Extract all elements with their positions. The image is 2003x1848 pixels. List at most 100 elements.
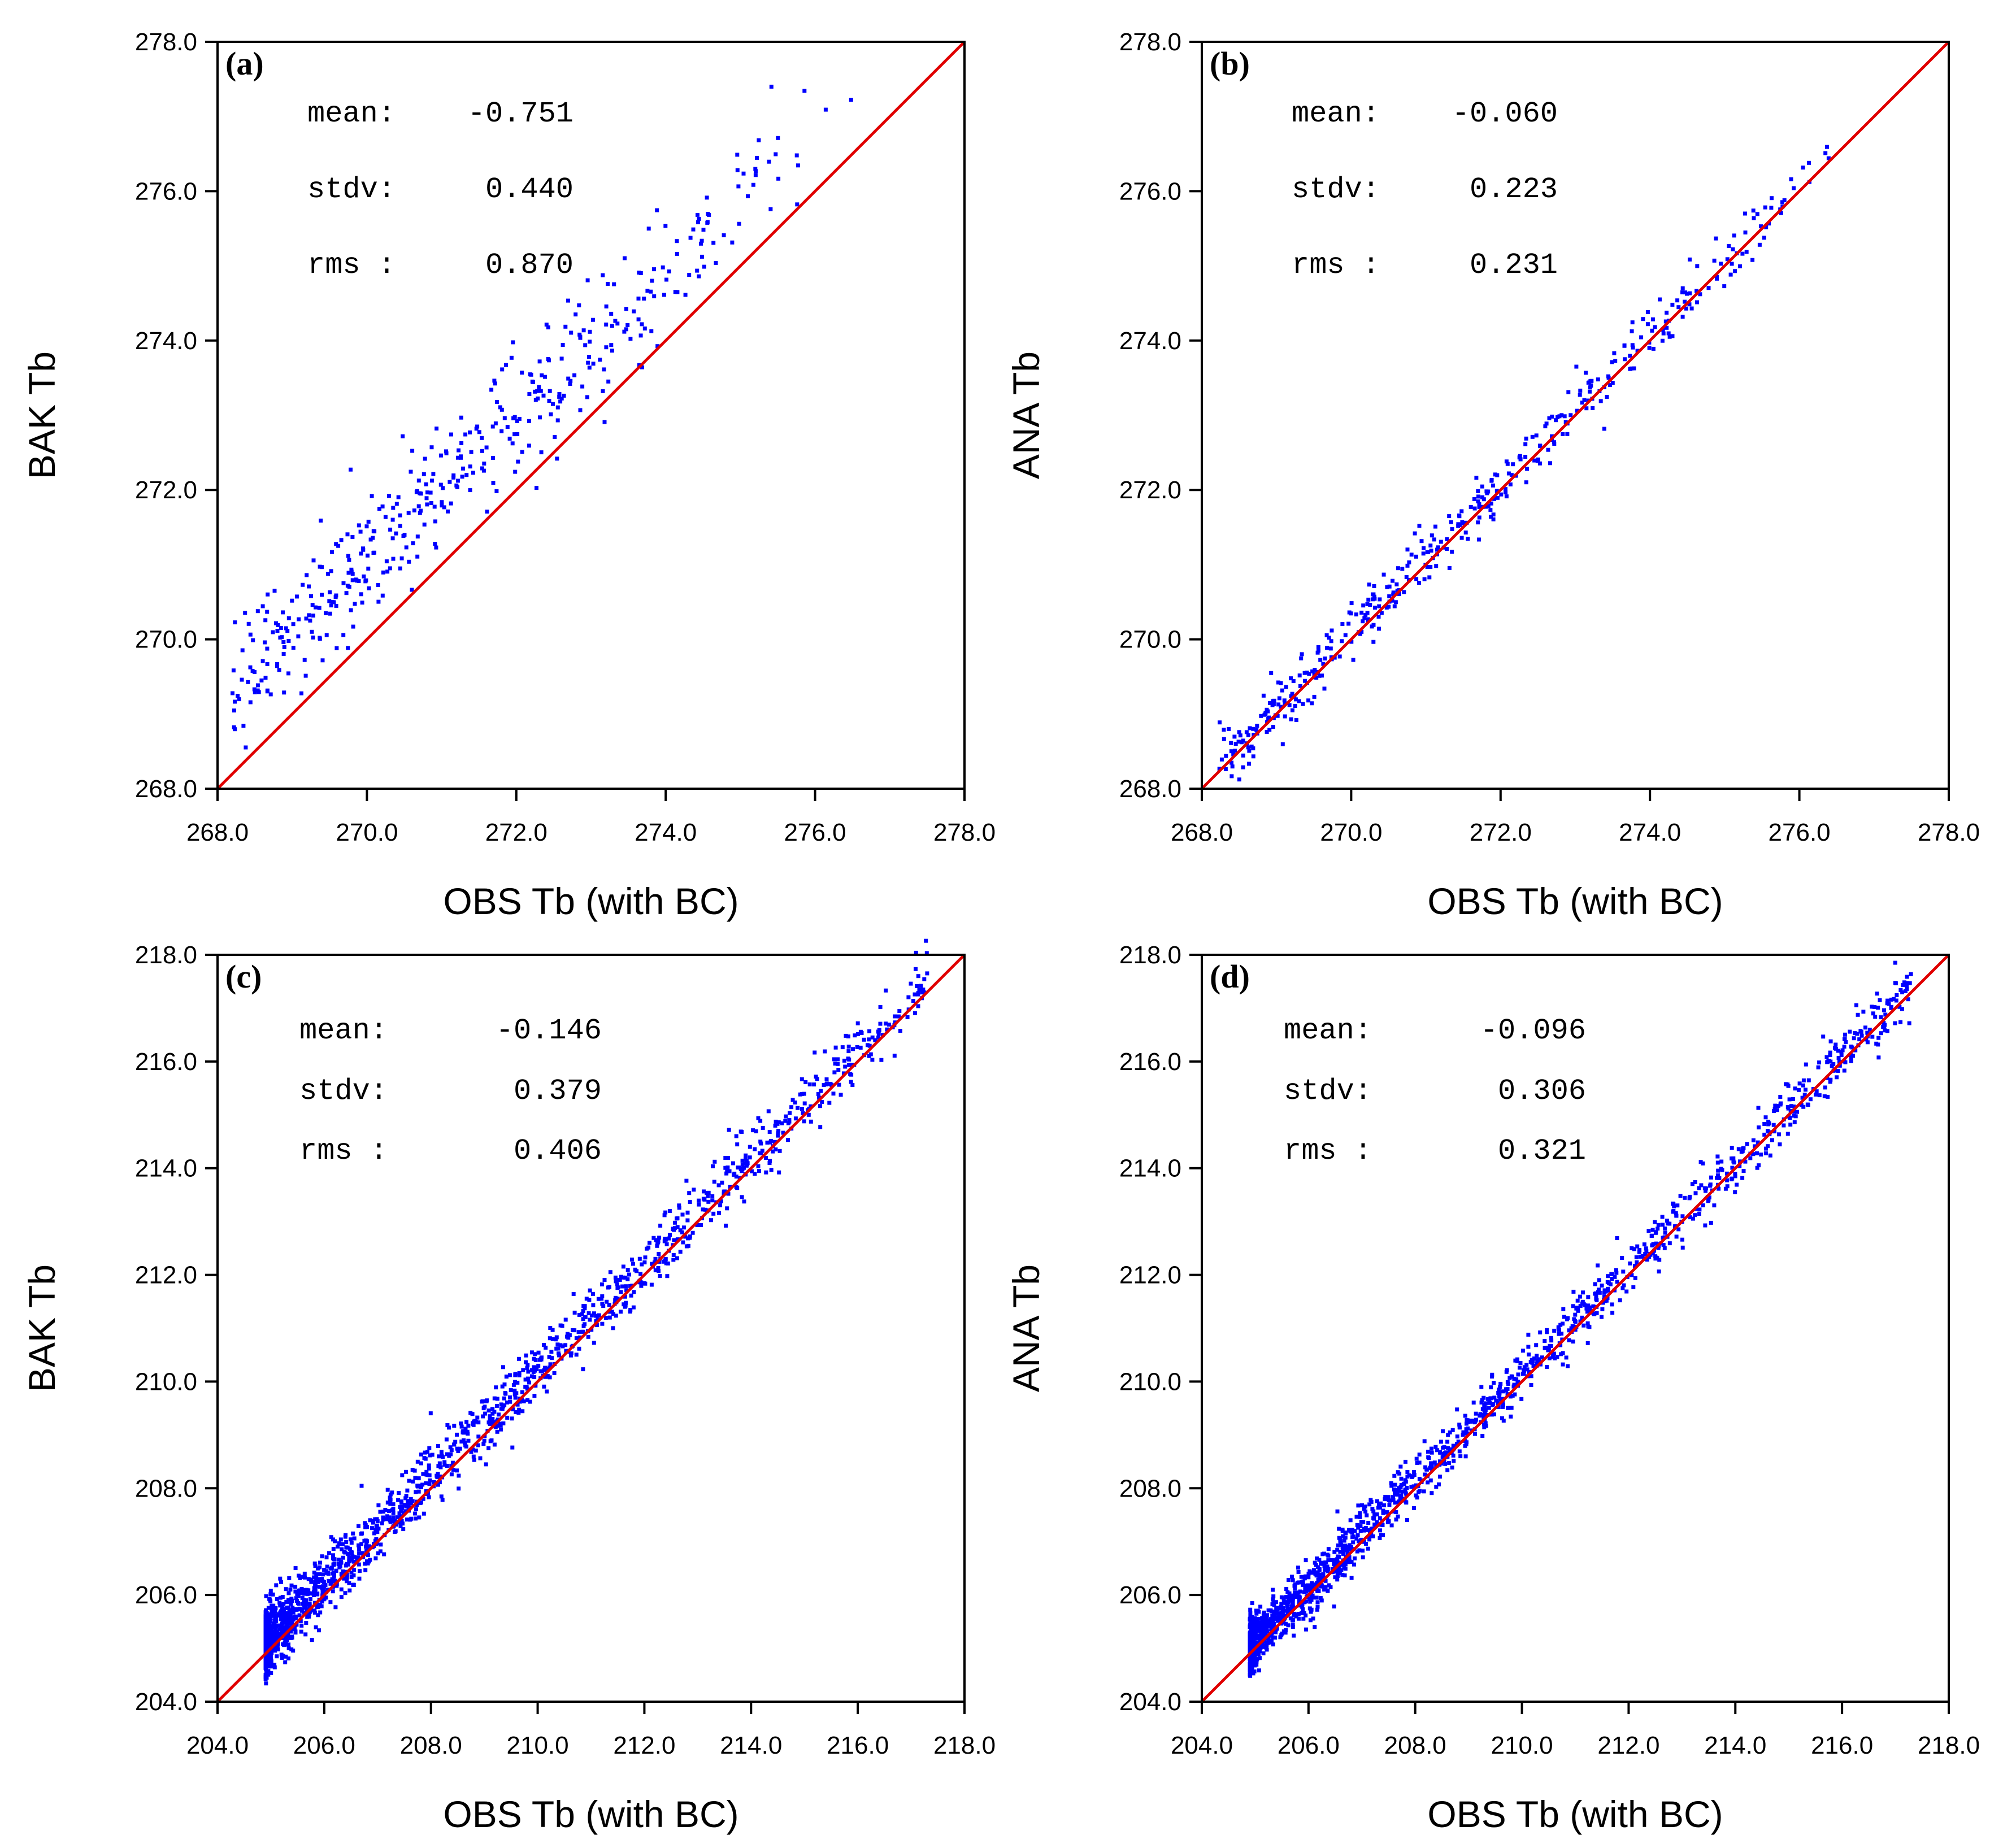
scatter-point: [922, 977, 927, 981]
scatter-point: [1237, 777, 1241, 782]
scatter-point: [1378, 597, 1382, 602]
scatter-point: [1708, 1184, 1713, 1188]
scatter-point: [1833, 1046, 1837, 1050]
scatter-point: [720, 1180, 724, 1185]
scatter-point: [1522, 1365, 1527, 1369]
scatter-point: [331, 1547, 336, 1551]
scatter-point: [362, 574, 366, 579]
scatter-point: [294, 594, 299, 599]
scatter-point: [1674, 1214, 1679, 1217]
scatter-point: [260, 659, 265, 663]
scatter-point: [343, 1550, 347, 1555]
scatter-point: [445, 1464, 449, 1468]
scatter-point: [1404, 1501, 1409, 1505]
scatter-point: [1589, 384, 1593, 388]
scatter-point: [1247, 749, 1252, 753]
scatter-point: [352, 1536, 357, 1541]
scatter-point: [1527, 1353, 1531, 1356]
scatter-point: [1822, 1094, 1827, 1098]
scatter-point: [455, 1446, 459, 1451]
scatter-point: [1286, 1623, 1291, 1628]
x-tick-label: 214.0: [720, 1732, 782, 1759]
scatter-point: [302, 1571, 307, 1576]
scatter-point: [1437, 1475, 1442, 1479]
scatter-point: [284, 1599, 289, 1604]
scatter-point: [403, 1496, 408, 1501]
scatter-point: [1302, 1600, 1307, 1605]
scatter-point: [1476, 494, 1480, 499]
scatter-point: [1730, 262, 1734, 266]
y-tick-label: 274.0: [1119, 327, 1181, 355]
scatter-point: [336, 1544, 340, 1549]
scatter-point: [1371, 1527, 1375, 1531]
scatter-point: [1324, 633, 1329, 637]
scatter-point: [697, 274, 701, 279]
scatter-point: [767, 1161, 772, 1166]
scatter-point: [354, 577, 358, 582]
scatter-point: [1801, 166, 1805, 170]
scatter-point: [307, 1601, 312, 1606]
scatter-point: [1872, 1005, 1877, 1010]
scatter-point: [385, 1501, 390, 1505]
scatter-point: [1248, 1611, 1253, 1615]
scatter-point: [1271, 1597, 1275, 1602]
scatter-point: [345, 1575, 349, 1580]
scatter-point: [768, 1140, 772, 1145]
scatter-point: [1555, 1355, 1559, 1359]
scatter-point: [432, 505, 437, 509]
scatter-point: [1291, 679, 1296, 683]
scatter-point: [692, 1188, 696, 1192]
scatter-point: [1656, 1227, 1660, 1231]
scatter-point: [1387, 1495, 1391, 1499]
scatter-point: [267, 1597, 272, 1602]
scatter-point: [1426, 1480, 1430, 1485]
scatter-point: [512, 432, 517, 437]
scatter-point: [1394, 582, 1399, 586]
scatter-point: [1854, 1003, 1858, 1007]
scatter-point: [1363, 1509, 1368, 1514]
scatter-point: [1637, 1248, 1642, 1252]
scatter-point: [1377, 604, 1381, 608]
scatter-point: [1390, 598, 1394, 603]
scatter-point: [623, 256, 627, 260]
scatter-point: [1261, 693, 1266, 698]
scatter-point: [477, 430, 481, 434]
scatter-point: [550, 1337, 555, 1341]
scatter-point: [1257, 1610, 1261, 1614]
scatter-point: [553, 435, 557, 440]
scatter-point: [621, 1264, 625, 1269]
scatter-point: [1622, 1283, 1626, 1288]
scatter-point: [1463, 531, 1468, 535]
scatter-point: [320, 593, 324, 597]
scatter-point: [1665, 325, 1669, 330]
scatter-point: [1319, 1576, 1324, 1580]
scatter-point: [1762, 1132, 1767, 1137]
scatter-point: [326, 572, 331, 576]
scatter-point: [1365, 602, 1370, 606]
scatter-point: [351, 1568, 356, 1572]
scatter-point: [1417, 524, 1422, 528]
scatter-point: [1716, 1168, 1720, 1173]
scatter-point: [1219, 757, 1224, 762]
scatter-point: [1688, 1215, 1692, 1220]
scatter-point: [1418, 1489, 1422, 1493]
scatter-point: [1289, 717, 1293, 721]
scatter-point: [1825, 1060, 1830, 1064]
scatter-point: [349, 567, 354, 572]
scatter-point: [281, 1628, 286, 1633]
scatter-point: [324, 611, 328, 615]
scatter-point: [520, 1390, 524, 1394]
scatter-point: [499, 1427, 503, 1432]
scatter-point: [1428, 1466, 1432, 1471]
scatter-point: [420, 1482, 425, 1487]
scatter-point: [527, 443, 531, 448]
scatter-point: [542, 1368, 546, 1372]
scatter-point: [1238, 733, 1242, 738]
scatter-point: [263, 640, 267, 645]
scatter-point: [1714, 236, 1718, 241]
scatter-point: [832, 1070, 837, 1075]
scatter-point: [885, 1027, 889, 1032]
scatter-point: [1248, 1664, 1252, 1669]
scatter-point: [1474, 1411, 1478, 1416]
scatter-point: [836, 1057, 840, 1062]
